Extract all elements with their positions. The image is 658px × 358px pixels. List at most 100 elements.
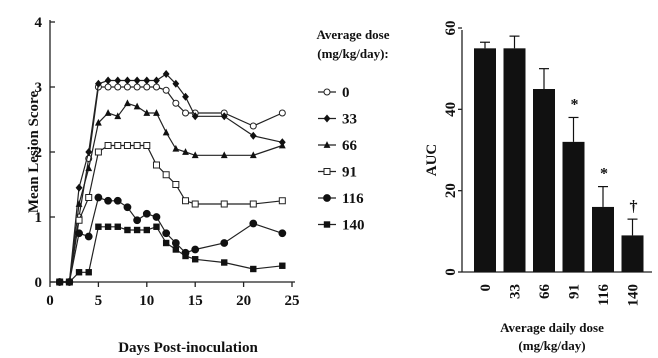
data-point bbox=[278, 109, 286, 117]
data-point bbox=[171, 239, 180, 247]
data-point bbox=[114, 223, 121, 230]
data-point bbox=[249, 122, 257, 130]
data-point bbox=[220, 151, 228, 159]
data-point bbox=[191, 112, 199, 121]
y-tick-label: 40 bbox=[443, 102, 459, 117]
data-point bbox=[133, 226, 141, 234]
data-point bbox=[133, 83, 141, 91]
data-point bbox=[162, 171, 170, 179]
x-tick-label: 116 bbox=[596, 284, 612, 306]
y-tick-label: 20 bbox=[443, 183, 459, 198]
data-point bbox=[95, 118, 102, 126]
legend-label: 91 bbox=[342, 165, 357, 181]
y-tick-label: 1 bbox=[35, 210, 43, 226]
x-tick-label: 33 bbox=[508, 284, 524, 299]
data-point bbox=[104, 76, 112, 85]
legend: Average dose (mg/kg/day): 0 33 66 91 116 140 bbox=[316, 27, 389, 234]
x-tick-label: 140 bbox=[626, 284, 642, 307]
data-point bbox=[143, 76, 151, 85]
legend-item: 140 bbox=[318, 218, 365, 234]
data-point bbox=[114, 142, 122, 149]
line-chart-y-label: Mean Lesion Score bbox=[26, 91, 42, 214]
data-point bbox=[249, 131, 257, 140]
data-point bbox=[191, 200, 199, 208]
legend-item: 66 bbox=[318, 138, 358, 154]
legend-label: 140 bbox=[342, 218, 365, 234]
data-point bbox=[162, 70, 170, 78]
data-point bbox=[220, 112, 228, 121]
line-chart: 0 1 2 3 4 0 5 10 15 20 25 Days Post-inoculation M… bbox=[26, 15, 300, 356]
data-point bbox=[220, 200, 228, 208]
data-point bbox=[162, 86, 170, 94]
x-tick-label: 10 bbox=[139, 293, 154, 309]
line-chart-x-ticks: 0 5 10 15 20 25 bbox=[46, 282, 300, 309]
data-point bbox=[133, 102, 141, 110]
data-point bbox=[182, 252, 189, 260]
data-point bbox=[75, 216, 83, 224]
legend-label: 66 bbox=[342, 138, 358, 154]
data-point bbox=[143, 226, 150, 234]
data-point bbox=[220, 239, 229, 247]
bar-chart-x-label-line-2: (mg/kg/day) bbox=[518, 338, 585, 353]
x-tick-label: 5 bbox=[95, 293, 103, 309]
series-line bbox=[59, 144, 283, 283]
x-tick-label: 25 bbox=[285, 293, 300, 309]
data-point bbox=[114, 76, 122, 85]
y-tick-label: 0 bbox=[35, 275, 43, 291]
data-point bbox=[152, 213, 161, 221]
legend-item: 91 bbox=[318, 165, 357, 181]
data-point bbox=[124, 99, 131, 107]
data-point bbox=[182, 109, 190, 117]
data-point bbox=[162, 128, 170, 136]
line-chart-series bbox=[55, 70, 287, 286]
data-point bbox=[182, 92, 189, 101]
data-point bbox=[123, 83, 131, 91]
x-tick-label: 91 bbox=[567, 284, 583, 299]
data-point bbox=[172, 99, 180, 107]
data-point bbox=[192, 256, 199, 263]
data-point bbox=[75, 183, 83, 192]
data-point bbox=[182, 148, 189, 155]
data-point bbox=[75, 229, 83, 238]
legend-title-line-1: Average dose bbox=[316, 27, 389, 42]
data-point bbox=[104, 109, 112, 116]
bar-chart-y-label: AUC bbox=[424, 144, 440, 177]
data-point bbox=[191, 245, 200, 254]
y-tick-label: 4 bbox=[35, 15, 43, 31]
data-point bbox=[56, 278, 63, 286]
data-point bbox=[94, 148, 102, 156]
data-point bbox=[113, 196, 122, 205]
data-point bbox=[123, 203, 132, 212]
legend-item: 0 bbox=[318, 85, 350, 101]
bar bbox=[503, 48, 526, 273]
bar-chart-x-ticks: 0 33 66 91 116 140 bbox=[478, 284, 642, 307]
line-chart-x-label: Days Post-inoculation bbox=[118, 340, 258, 356]
data-point bbox=[85, 269, 92, 276]
significance-marker: * bbox=[571, 96, 579, 113]
data-point bbox=[114, 112, 122, 120]
legend-label: 116 bbox=[342, 191, 364, 207]
bar-chart-y-ticks: 0 20 40 60 bbox=[443, 21, 462, 276]
series-line bbox=[59, 226, 283, 283]
legend-marker bbox=[323, 168, 331, 175]
data-point bbox=[143, 83, 151, 91]
y-tick-label: 3 bbox=[35, 80, 43, 96]
legend-marker bbox=[323, 194, 331, 202]
data-point bbox=[85, 164, 93, 172]
data-point bbox=[95, 223, 102, 230]
bar bbox=[592, 206, 614, 272]
data-point bbox=[153, 109, 160, 116]
series-line bbox=[59, 73, 283, 283]
data-point bbox=[84, 232, 93, 241]
bar-chart-bars: * * † bbox=[474, 35, 644, 273]
legend-item: 116 bbox=[318, 191, 364, 207]
series-line bbox=[59, 102, 283, 283]
series-140 bbox=[56, 223, 286, 286]
data-point bbox=[172, 181, 180, 188]
data-point bbox=[94, 193, 103, 202]
data-point bbox=[279, 262, 286, 269]
data-point bbox=[162, 239, 170, 247]
data-point bbox=[191, 151, 199, 159]
significance-marker: † bbox=[630, 198, 638, 215]
